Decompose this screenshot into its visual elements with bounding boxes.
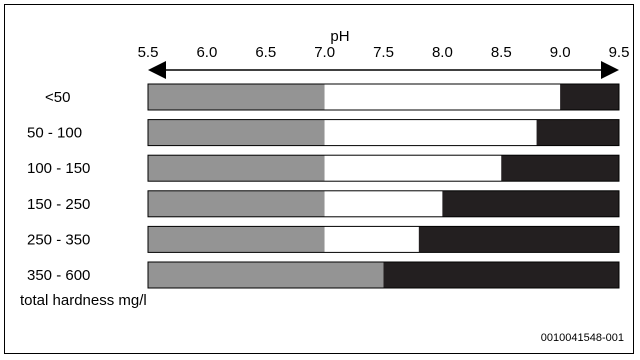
- bar-segment-black: [418, 226, 619, 253]
- bar-segment-black: [383, 262, 619, 288]
- hardness-unit-label: total hardness mg/l: [20, 292, 147, 309]
- bar-outline: [147, 225, 620, 253]
- bar-outline: [147, 83, 620, 111]
- bar-outline: [147, 261, 620, 289]
- bar-segment-black: [442, 190, 619, 217]
- bar-segment-white: [324, 119, 537, 146]
- bar-outline: [147, 119, 620, 147]
- x-tick-label: 5.5: [138, 44, 159, 61]
- bar-segment-gray: [148, 262, 384, 288]
- hardness-category-label: 250 - 350: [27, 231, 90, 248]
- bar-segment-white: [324, 155, 502, 182]
- x-tick-label: 8.0: [432, 44, 453, 61]
- x-tick-label: 9.5: [609, 44, 630, 61]
- bar-segment-gray: [148, 155, 325, 182]
- arrow-right-icon: [601, 61, 619, 79]
- hardness-category-label: 50 - 100: [27, 125, 82, 142]
- hardness-row: 50 - 100: [27, 119, 620, 147]
- bar-segment-white: [324, 84, 561, 110]
- x-tick-label: 9.0: [550, 44, 571, 61]
- chart-frame: [4, 4, 634, 354]
- ph-range-arrow: [148, 61, 619, 79]
- hardness-row: <50: [45, 83, 620, 111]
- x-tick-label: 7.0: [314, 44, 335, 61]
- hardness-row: 250 - 350: [27, 225, 620, 253]
- x-tick-label: 6.5: [255, 44, 276, 61]
- hardness-category-label: 150 - 250: [27, 196, 90, 213]
- bar-segment-white: [324, 190, 443, 217]
- bar-segment-white: [324, 226, 419, 253]
- bar-segment-black: [560, 84, 619, 110]
- bar-segment-gray: [148, 84, 325, 110]
- bar-segment-gray: [148, 226, 325, 253]
- hardness-row: 100 - 150: [27, 154, 620, 182]
- axis-title-ph: pH: [330, 28, 349, 45]
- bar-outline: [147, 190, 620, 218]
- hardness-row: 150 - 250: [27, 190, 620, 218]
- arrow-left-icon: [148, 61, 166, 79]
- hardness-category-label: 100 - 150: [27, 160, 90, 177]
- hardness-category-label: 350 - 600: [27, 267, 90, 284]
- x-tick-label: 8.5: [491, 44, 512, 61]
- bar-outline: [147, 154, 620, 182]
- bar-segment-gray: [148, 119, 325, 146]
- figure-reference: 0010041548-001: [541, 332, 624, 344]
- bar-segment-black: [501, 155, 619, 182]
- x-tick-label: 6.0: [196, 44, 217, 61]
- hardness-category-label: <50: [45, 89, 70, 106]
- bar-segment-black: [536, 119, 619, 146]
- hardness-row: 350 - 600: [27, 261, 620, 289]
- x-tick-label: 7.5: [373, 44, 394, 61]
- bar-segment-gray: [148, 190, 325, 217]
